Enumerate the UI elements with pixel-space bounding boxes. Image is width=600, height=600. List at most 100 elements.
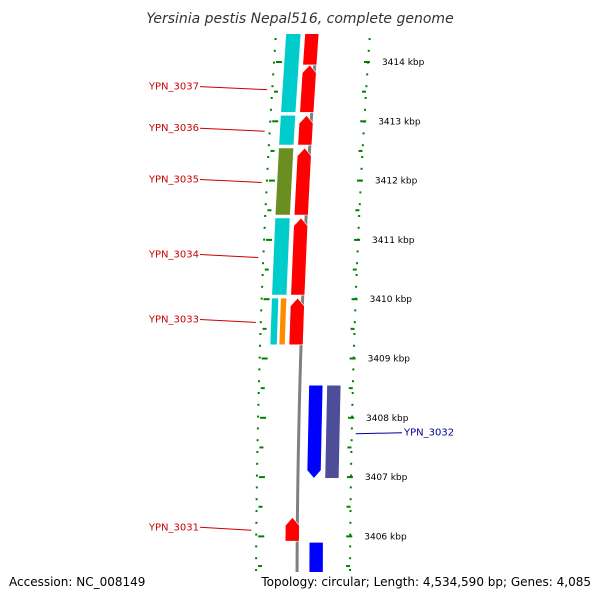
tick-label: 3414 kbp	[382, 58, 425, 68]
tick-label: 3412 kbp	[375, 177, 418, 187]
guide-dot	[360, 167, 363, 170]
guide-dot	[350, 427, 353, 430]
guide-dot	[352, 368, 355, 371]
guide-dot	[256, 439, 259, 442]
gene-label-ypn-3037: YPN_3037	[148, 82, 199, 93]
guide-dot	[359, 191, 362, 194]
gene-labels: YPN_3037 YPN_3036 YPN_3035 YPN_3034 YPN_3033…	[148, 82, 454, 534]
guide-dot	[353, 344, 356, 347]
cog-block-cyan	[271, 217, 291, 296]
guide-dot	[256, 427, 259, 430]
leader-line	[199, 127, 265, 132]
guide-dot	[351, 403, 354, 406]
leader-line	[355, 432, 403, 435]
leader-line	[199, 254, 259, 258]
guide-dot	[265, 191, 268, 194]
guide-dot	[260, 309, 263, 312]
leader-line	[199, 526, 252, 531]
guide-dot	[351, 392, 354, 394]
guide-dot	[256, 451, 259, 453]
guide-dot	[262, 262, 265, 265]
gene-arrow-ypn-3033	[288, 297, 305, 346]
guide-dot	[264, 215, 267, 217]
gene-arrow-ypn-3034	[290, 217, 308, 296]
guide-dot	[349, 557, 352, 560]
guide-dot	[356, 262, 359, 265]
guide-dot	[350, 451, 353, 453]
guide-dot	[272, 61, 275, 64]
guide-dot	[258, 368, 261, 371]
tick-label: 3410 kbp	[370, 295, 413, 305]
guide-dot	[259, 321, 262, 324]
guide-dot	[255, 510, 258, 512]
title-background	[0, 0, 600, 34]
cog-block-orange	[278, 297, 287, 346]
guide-dot	[361, 156, 364, 158]
guide-dot	[363, 108, 366, 111]
tick-label: 3413 kbp	[378, 117, 421, 127]
guide-dot	[265, 179, 268, 182]
guide-dot	[361, 144, 364, 147]
cog-block-cyan	[278, 115, 296, 146]
guide-dot	[255, 545, 258, 548]
guide-dot	[257, 415, 260, 418]
guide-dot	[362, 132, 365, 135]
gene-arrow	[302, 32, 320, 66]
guide-dot	[355, 285, 358, 288]
dotted-guide-left	[255, 38, 277, 595]
gene-label-ypn-3033: YPN_3033	[148, 314, 199, 325]
gene-feature-band-ypn-3032	[324, 384, 342, 479]
tick-label: 3408 kbp	[366, 414, 409, 424]
guide-dot	[349, 510, 352, 512]
guide-dot	[358, 203, 361, 206]
guide-dot	[349, 545, 352, 548]
guide-dot	[274, 38, 277, 40]
guide-dot	[259, 333, 262, 335]
gene-label-ypn-3031: YPN_3031	[148, 522, 199, 533]
guide-dot	[269, 120, 272, 123]
guide-dot	[257, 403, 260, 406]
guide-dot	[355, 274, 358, 276]
guide-dot	[263, 226, 266, 229]
guide-dot	[266, 167, 269, 170]
dotted-guide-right	[349, 38, 371, 595]
gene-label-ypn-3035: YPN_3035	[148, 174, 199, 185]
guide-dot	[270, 97, 273, 99]
guide-dot	[349, 498, 352, 501]
axis-ticks: 3414 kbp 3413 kbp 3412 kbp 3411 kbp 3410 kbp…	[258, 58, 425, 568]
guide-dot	[261, 285, 264, 288]
guide-dot	[262, 250, 265, 253]
tick-label: 3411 kbp	[372, 236, 415, 246]
leader-line	[199, 318, 256, 323]
cog-block-olive	[274, 147, 294, 216]
guide-dot	[267, 156, 270, 158]
guide-dot	[365, 85, 368, 88]
cog-block-cyan	[269, 297, 279, 346]
cog-blocks	[269, 32, 302, 346]
guide-dot	[273, 49, 276, 52]
guide-dot	[255, 498, 258, 501]
guide-dot	[366, 73, 369, 76]
map-title: Yersinia pestis Nepal516, complete genom…	[146, 11, 453, 27]
tick-label: 3406 kbp	[364, 532, 407, 542]
cog-block-cyan	[280, 32, 302, 113]
guide-dot	[260, 297, 263, 300]
guide-dot	[367, 49, 370, 52]
guide-dot	[261, 274, 264, 276]
gene-arrow-ypn-3037	[299, 64, 317, 113]
guide-dot	[353, 321, 356, 324]
guide-dot	[268, 132, 271, 135]
gene-label-ypn-3036: YPN_3036	[148, 123, 199, 134]
guide-dot	[357, 226, 360, 229]
guide-dot	[271, 85, 274, 88]
guide-dot	[256, 462, 259, 465]
guide-dot	[259, 344, 262, 347]
guide-dot	[351, 415, 354, 418]
guide-dot	[350, 439, 353, 442]
guide-dot	[354, 309, 357, 312]
tick-label: 3409 kbp	[368, 355, 411, 365]
leader-line	[199, 178, 262, 183]
guide-dot	[255, 486, 258, 489]
guide-dot	[349, 486, 352, 489]
guide-dot	[255, 474, 258, 477]
